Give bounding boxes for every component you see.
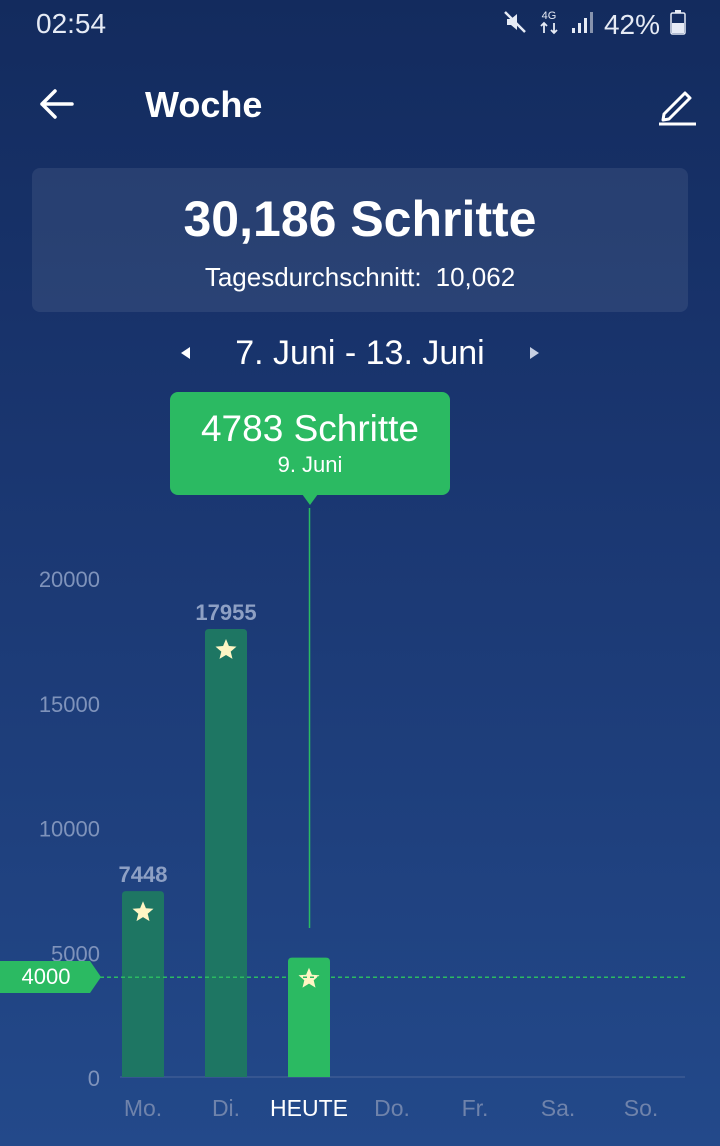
- mute-icon: [502, 9, 528, 40]
- bar: [122, 891, 164, 1077]
- goal-star-icon: [132, 901, 154, 922]
- y-tick-label: 10000: [39, 817, 100, 842]
- x-tick-label: Sa.: [541, 1095, 576, 1121]
- bar: [205, 629, 247, 1077]
- x-tick-label: So.: [624, 1095, 659, 1121]
- page-title: Woche: [145, 84, 263, 125]
- selected-day-tooltip: 4783 Schritte 9. Juni: [170, 392, 450, 505]
- status-bar: 02:54 4G 42%: [0, 0, 720, 50]
- back-button[interactable]: [30, 82, 82, 130]
- tooltip-pointer: [302, 494, 318, 505]
- y-tick-label: 15000: [39, 692, 100, 717]
- edit-button[interactable]: [652, 82, 702, 132]
- tooltip-steps: 4783 Schritte: [200, 408, 420, 449]
- app-bar: Woche: [0, 60, 720, 150]
- svg-text:4G: 4G: [542, 10, 557, 22]
- pencil-icon: [656, 84, 698, 131]
- daily-average: Tagesdurchschnitt: 10,062: [32, 262, 688, 293]
- status-icons: 4G 42%: [502, 8, 686, 41]
- daily-average-label: Tagesdurchschnitt:: [204, 262, 422, 292]
- tooltip-date: 9. Juni: [277, 452, 343, 477]
- total-steps: 30,186 Schritte: [183, 191, 537, 247]
- x-tick-label: Fr.: [462, 1095, 489, 1121]
- battery-percent: 42%: [603, 8, 660, 40]
- goal-tag: 4000: [0, 961, 102, 994]
- x-tick-label: Di.: [212, 1095, 240, 1121]
- date-range-navigator: 7. Juni - 13. Juni: [0, 330, 720, 378]
- status-time: 02:54: [36, 8, 107, 39]
- goal-star-icon: [215, 639, 237, 659]
- next-week-button[interactable]: [522, 342, 548, 368]
- daily-average-value: 10,062: [435, 262, 516, 292]
- triangle-right-icon: [528, 345, 542, 366]
- goal-label: 4000: [21, 964, 71, 990]
- y-tick-label: 20000: [39, 567, 100, 592]
- battery-icon: [670, 9, 686, 40]
- goal-star-icon: [298, 967, 320, 988]
- bar-value-label: 17955: [195, 600, 256, 625]
- bar-value-label: 7448: [119, 862, 168, 887]
- triangle-left-icon: [178, 345, 192, 366]
- summary-card: 30,186 Schritte Tagesdurchschnitt: 10,062: [32, 168, 688, 312]
- network-icon: 4G: [538, 8, 560, 41]
- x-tick-label: HEUTE: [270, 1095, 348, 1121]
- y-tick-label: 0: [88, 1066, 100, 1091]
- signal-icon: [570, 10, 594, 39]
- bar: [288, 957, 330, 1077]
- previous-week-button[interactable]: [172, 342, 198, 368]
- x-tick-label: Mo.: [124, 1095, 162, 1121]
- date-range-label: 7. Juni - 13. Juni: [235, 334, 485, 372]
- back-arrow-icon: [38, 88, 74, 125]
- x-tick-label: Do.: [374, 1095, 410, 1121]
